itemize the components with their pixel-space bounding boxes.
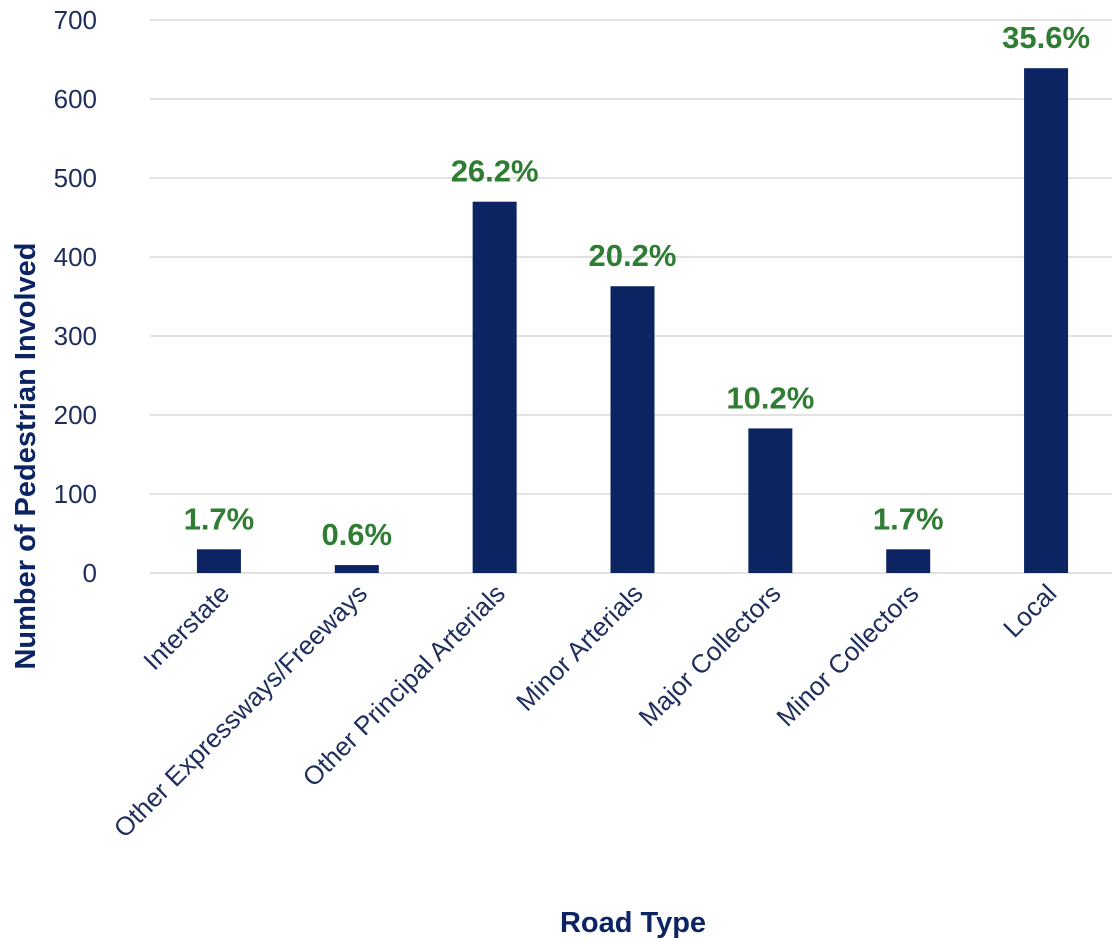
y-tick-label: 600 [54, 84, 97, 114]
y-tick-label: 100 [54, 479, 97, 509]
bar [1024, 68, 1069, 573]
y-tick-label: 700 [54, 5, 97, 35]
data-label: 1.7% [873, 501, 944, 536]
bar [886, 549, 931, 573]
data-label: 1.7% [184, 501, 255, 536]
x-tick-label: Other Expressways/Freeways [108, 578, 373, 843]
y-axis-title: Number of Pedestrian Involved [10, 242, 42, 669]
bar [196, 549, 241, 573]
x-tick-label: Minor Arterials [510, 578, 649, 717]
data-label: 26.2% [451, 154, 539, 189]
data-label: 35.6% [1002, 20, 1090, 55]
x-tick-label: Major Collectors [633, 578, 787, 732]
x-tick-label: Local [997, 578, 1062, 643]
data-label: 10.2% [726, 380, 814, 415]
bar [472, 201, 517, 573]
y-tick-label: 200 [54, 400, 97, 430]
bar [610, 286, 655, 573]
y-tick-label: 400 [54, 242, 97, 272]
x-tick-label: Minor Collectors [770, 578, 924, 732]
bars [196, 68, 1069, 573]
x-axis-title: Road Type [560, 907, 706, 939]
y-axis-tick-labels: 0 100 200 300 400 500 600 700 [54, 5, 97, 588]
bar [748, 428, 793, 573]
y-tick-label: 300 [54, 321, 97, 351]
x-tick-label: Interstate [137, 578, 235, 676]
data-label: 0.6% [321, 517, 392, 552]
bar [334, 565, 379, 573]
y-tick-label: 0 [83, 558, 97, 588]
data-label: 20.2% [589, 238, 677, 273]
data-labels: 1.7% 0.6% 26.2% 20.2% 10.2% 1.7% 35.6% [184, 20, 1090, 552]
y-tick-label: 500 [54, 163, 97, 193]
